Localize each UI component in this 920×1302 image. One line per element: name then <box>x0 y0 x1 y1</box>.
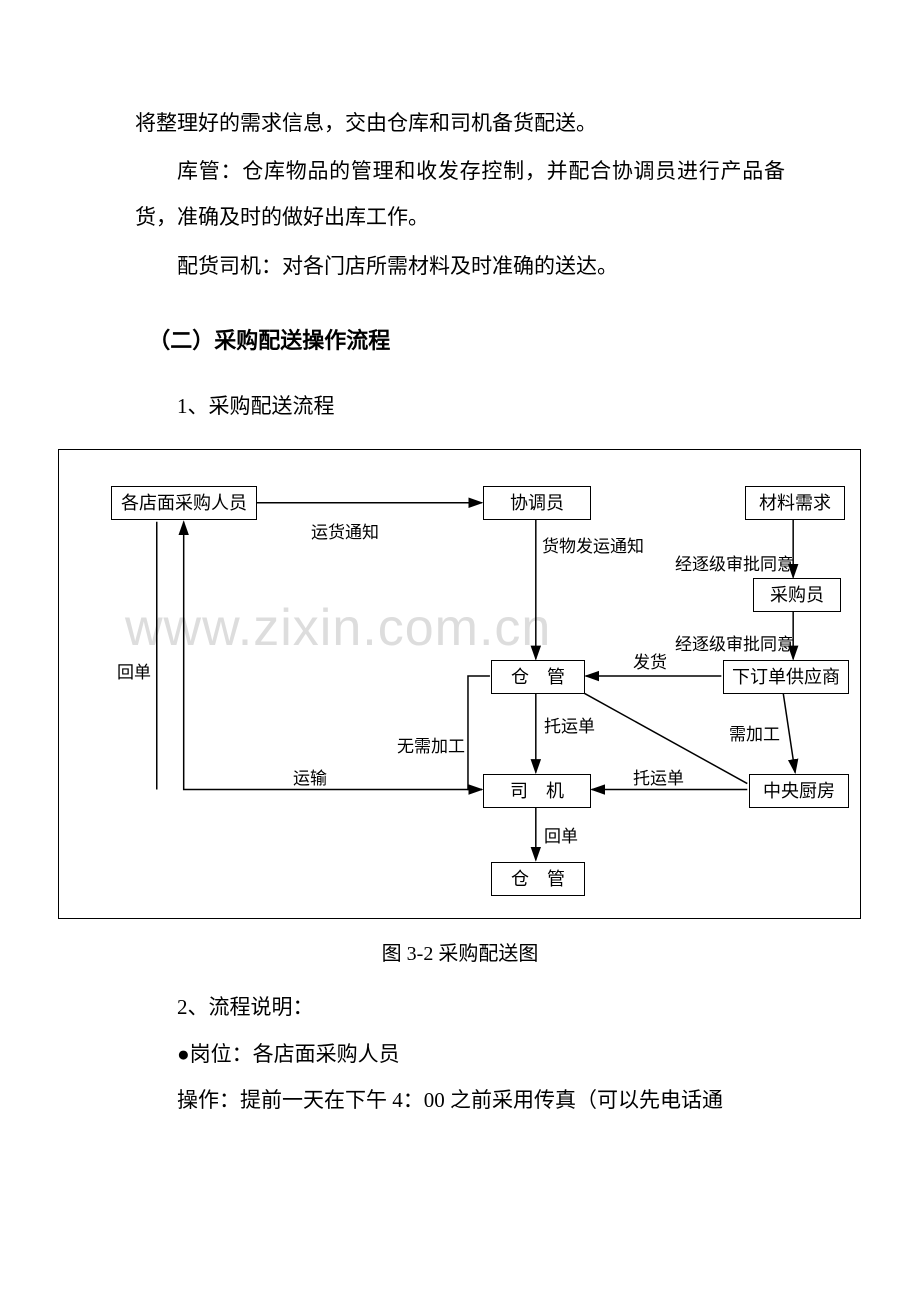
edge-label-5: 托运单 <box>544 712 595 737</box>
edge-label-8: 托运单 <box>633 764 684 789</box>
node-store: 各店面采购人员 <box>111 486 257 520</box>
paragraph-3: 配货司机：对各门店所需材料及时准确的送达。 <box>135 243 785 289</box>
subheading-1: 1、采购配送流程 <box>135 383 785 429</box>
edge-label-11: 回单 <box>544 822 578 847</box>
node-supplier: 下订单供应商 <box>723 660 849 694</box>
paragraph-2: 库管：仓库物品的管理和收发存控制，并配合协调员进行产品备货，准确及时的做好出库工… <box>135 148 785 240</box>
node-wh1: 仓 管 <box>491 660 585 694</box>
procurement-flowchart: www.zixin.com.cn <box>58 449 861 919</box>
subheading-2: 2、流程说明： <box>135 984 785 1030</box>
edge-label-0: 运货通知 <box>311 518 379 543</box>
paragraph-1: 将整理好的需求信息，交由仓库和司机备货配送。 <box>135 100 785 146</box>
edge-label-2: 经逐级审批同意 <box>675 550 794 575</box>
document-body: 将整理好的需求信息，交由仓库和司机备货配送。 库管：仓库物品的管理和收发存控制，… <box>0 0 920 429</box>
node-wh2: 仓 管 <box>491 862 585 896</box>
edge-label-9: 运输 <box>293 764 327 789</box>
flowchart-container: www.zixin.com.cn <box>0 449 920 919</box>
node-demand: 材料需求 <box>745 486 845 520</box>
below-content: 2、流程说明： ●岗位：各店面采购人员 操作：提前一天在下午 4：00 之前采用… <box>0 984 920 1123</box>
figure-caption: 图 3-2 采购配送图 <box>0 937 920 966</box>
node-driver: 司 机 <box>483 774 591 808</box>
edge-label-10: 回单 <box>117 658 151 683</box>
node-kitchen: 中央厨房 <box>749 774 849 808</box>
edge-label-6: 无需加工 <box>397 732 465 757</box>
edge-label-7: 需加工 <box>729 720 780 745</box>
edge-label-4: 发货 <box>633 648 667 673</box>
heading-section-2: （二）采购配送操作流程 <box>135 317 785 365</box>
edge-label-1: 货物发运通知 <box>542 532 644 557</box>
node-coord: 协调员 <box>483 486 591 520</box>
node-buyer: 采购员 <box>753 578 841 612</box>
bullet-operation: 操作：提前一天在下午 4：00 之前采用传真（可以先电话通 <box>135 1077 785 1123</box>
bullet-position: ●岗位：各店面采购人员 <box>135 1031 785 1077</box>
edge-label-3: 经逐级审批同意 <box>675 630 794 655</box>
